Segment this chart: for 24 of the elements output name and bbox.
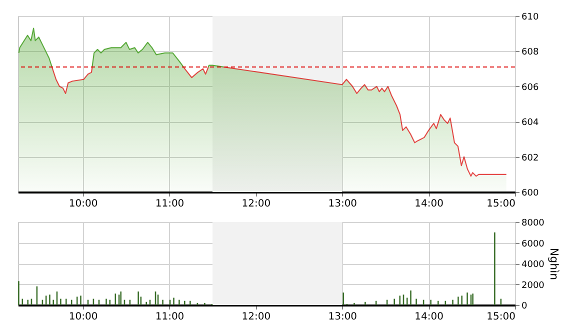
y-tick-label: 0 bbox=[522, 302, 528, 312]
y-tick-label: 4000 bbox=[522, 260, 545, 270]
x-tick-label: 12:00 bbox=[242, 312, 271, 320]
y-tick-label: 600 bbox=[522, 188, 539, 198]
x-tick-label: 15:00 bbox=[486, 198, 516, 210]
x-tick-label: 14:00 bbox=[414, 198, 444, 210]
y-tick-label: 602 bbox=[522, 153, 539, 164]
y-tick-label: 610 bbox=[522, 12, 539, 22]
x-tick-label: 13:00 bbox=[328, 312, 358, 320]
y-tick-label: 604 bbox=[522, 118, 539, 128]
y-tick-label: 606 bbox=[522, 82, 539, 93]
x-tick-label: 11:00 bbox=[155, 198, 184, 210]
x-tick-label: 10:00 bbox=[68, 198, 98, 210]
y-tick-label: 608 bbox=[522, 48, 539, 58]
y-tick-label: 8000 bbox=[522, 218, 545, 228]
y-tick-label: 6000 bbox=[522, 239, 545, 250]
x-tick-label: 14:00 bbox=[414, 312, 444, 320]
x-tick-label: 13:00 bbox=[328, 198, 358, 210]
x-tick-label: 10:00 bbox=[68, 312, 98, 320]
y-axis-title: Nghìn bbox=[547, 248, 560, 280]
x-tick-label: 15:00 bbox=[486, 312, 516, 320]
y-tick-label: 2000 bbox=[522, 280, 545, 291]
x-tick-label: 12:00 bbox=[242, 198, 271, 210]
x-tick-label: 11:00 bbox=[155, 312, 184, 320]
